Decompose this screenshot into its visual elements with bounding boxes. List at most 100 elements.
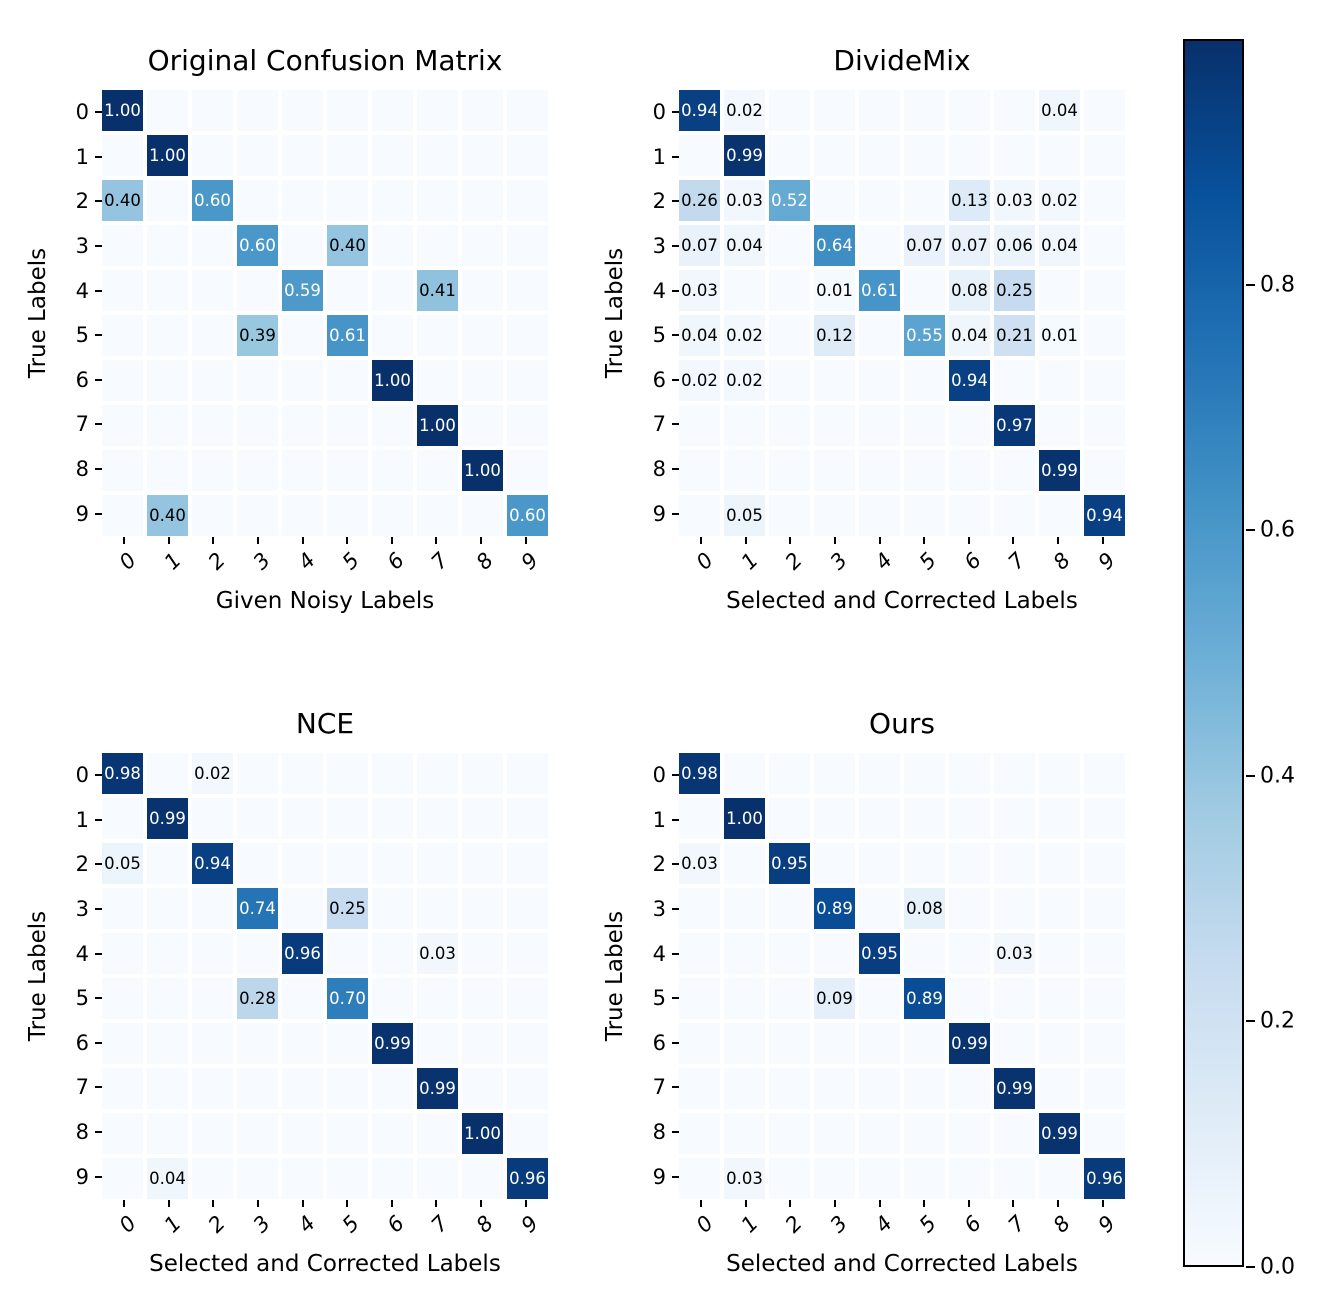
y-tick-label: 5 xyxy=(652,323,666,348)
x-tick-label: 4 xyxy=(293,548,320,575)
x-tick: 0 xyxy=(102,1199,147,1255)
x-tick-label: 9 xyxy=(1093,1211,1120,1238)
subplot-title: Ours xyxy=(869,707,935,740)
x-tick: 1 xyxy=(147,536,192,592)
heatmap-cell xyxy=(192,135,233,176)
y-tick-label: 0 xyxy=(75,100,89,125)
heatmap-cell xyxy=(192,978,233,1019)
heatmap-cell xyxy=(237,1068,278,1109)
y-tick-mark xyxy=(672,774,679,777)
heatmap-cell xyxy=(327,933,368,974)
heatmap-cell xyxy=(859,450,900,491)
heatmap-cell xyxy=(507,933,548,974)
heatmap-cell xyxy=(372,888,413,929)
y-tick-mark xyxy=(672,1041,679,1044)
x-tick-mark xyxy=(346,537,349,544)
heatmap-cell xyxy=(1084,1113,1125,1154)
heatmap-cell xyxy=(282,978,323,1019)
y-tick-label: 1 xyxy=(652,807,666,832)
colorbar: 0.8 0.6 0.4 0.2 0.0 xyxy=(1183,39,1295,1280)
heatmap-cell xyxy=(994,1158,1035,1199)
x-tick: 6 xyxy=(947,536,992,592)
heatmap-cell xyxy=(507,270,548,311)
heatmap-cell xyxy=(679,495,720,536)
heatmap-cell xyxy=(327,798,368,839)
heatmap-cell xyxy=(237,798,278,839)
y-tick-label: 3 xyxy=(652,897,666,922)
colorbar-tick-label: 0.8 xyxy=(1260,272,1295,298)
heatmap-cell xyxy=(417,495,458,536)
x-tick-mark xyxy=(834,537,837,544)
y-tick-label: 5 xyxy=(652,986,666,1011)
heatmap-cell: 0.25 xyxy=(327,888,368,929)
heatmap-cell xyxy=(417,1158,458,1199)
heatmap-cell xyxy=(949,405,990,446)
heatmap-cell xyxy=(417,798,458,839)
x-tick-mark xyxy=(967,537,970,544)
heatmap-cell xyxy=(1039,933,1080,974)
y-tick: 5 xyxy=(627,976,679,1021)
y-tick-mark xyxy=(672,1131,679,1134)
heatmap-cell xyxy=(462,90,503,131)
heatmap-cell: 0.03 xyxy=(994,933,1035,974)
x-tick-mark xyxy=(744,1200,747,1207)
y-tick: 4 xyxy=(627,268,679,313)
x-tick-mark xyxy=(257,1200,260,1207)
heatmap-cell xyxy=(102,933,143,974)
x-tick-mark xyxy=(480,537,483,544)
x-tick-mark xyxy=(212,537,215,544)
y-tick: 5 xyxy=(50,313,102,358)
heatmap-cell xyxy=(814,753,855,794)
heatmap-cell xyxy=(1084,843,1125,884)
x-tick-mark xyxy=(167,1200,170,1207)
heatmap-cell xyxy=(147,933,188,974)
colorbar-tick-mark xyxy=(1246,529,1255,532)
y-axis-label: True Labels xyxy=(602,247,628,379)
heatmap-cell xyxy=(327,1158,368,1199)
heatmap-cell xyxy=(814,90,855,131)
y-tick-mark xyxy=(95,774,102,777)
y-tick-label: 4 xyxy=(652,941,666,966)
heatmap-cell: 0.99 xyxy=(417,1068,458,1109)
heatmap-cell xyxy=(814,450,855,491)
x-axis-label: Selected and Corrected Labels xyxy=(726,588,1078,614)
heatmap-cell xyxy=(507,360,548,401)
y-tick-mark xyxy=(672,1086,679,1089)
heatmap-cell xyxy=(1039,888,1080,929)
heatmap-cell: 0.55 xyxy=(904,315,945,356)
heatmap-cell xyxy=(859,180,900,221)
y-tick-label: 5 xyxy=(75,986,89,1011)
heatmap-cell: 0.21 xyxy=(994,315,1035,356)
heatmap-cell xyxy=(1084,888,1125,929)
y-tick-label: 6 xyxy=(75,367,89,392)
heatmap-cell xyxy=(507,90,548,131)
heatmap-cell xyxy=(1084,135,1125,176)
heatmap-cell xyxy=(462,360,503,401)
heatmap-cell xyxy=(507,225,548,266)
heatmap-cell: 0.28 xyxy=(237,978,278,1019)
heatmap-cell xyxy=(949,933,990,974)
y-tick: 7 xyxy=(50,402,102,447)
heatmap-cell xyxy=(372,90,413,131)
y-tick-label: 8 xyxy=(652,1120,666,1145)
heatmap-cell xyxy=(679,1113,720,1154)
heatmap-cell: 0.01 xyxy=(814,270,855,311)
heatmap-cell xyxy=(327,495,368,536)
heatmap-cell xyxy=(769,135,810,176)
heatmap-cell xyxy=(1039,270,1080,311)
y-tick-label: 4 xyxy=(652,278,666,303)
y-tick: 1 xyxy=(627,135,679,180)
x-tick: 6 xyxy=(370,1199,415,1255)
x-tick: 7 xyxy=(991,1199,1036,1255)
y-tick-mark xyxy=(95,512,102,515)
heatmap-cell xyxy=(327,843,368,884)
heatmap-cell xyxy=(1084,90,1125,131)
x-tick-mark xyxy=(923,1200,926,1207)
heatmap-cell xyxy=(282,360,323,401)
heatmap-cell xyxy=(282,135,323,176)
x-tick: 0 xyxy=(679,536,724,592)
heatmap-cell xyxy=(1039,1068,1080,1109)
heatmap-cell xyxy=(859,888,900,929)
colorbar-tick-mark xyxy=(1246,1266,1255,1268)
heatmap-cell xyxy=(147,360,188,401)
